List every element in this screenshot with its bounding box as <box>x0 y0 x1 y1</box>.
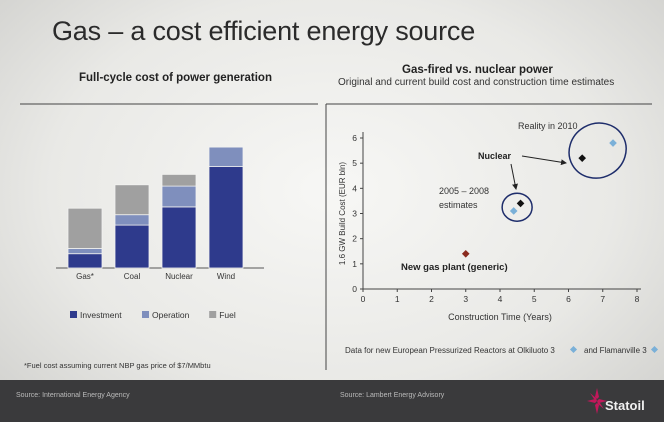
x-axis-label: Construction Time (Years) <box>448 312 552 322</box>
nuclear-arrow-estimates <box>510 163 518 190</box>
x-tick-label: 1 <box>395 294 400 304</box>
nuclear-arrow-reality <box>521 155 567 166</box>
right-source: Source: Lambert Energy Advisory <box>340 392 445 399</box>
scatter-chart: 0 1 2 3 4 5 6 7 8 0 1 2 3 4 5 6 Construction Time (Years… <box>325 103 652 370</box>
logo-text: Statoil <box>605 398 645 413</box>
left-source: Source: International Energy Agency <box>16 392 130 399</box>
right-chart-title: Gas-fired vs. nuclear power <box>402 64 553 76</box>
bar-fuel-0 <box>67 207 103 249</box>
estimates-circle <box>501 192 533 222</box>
statoil-star-icon <box>587 388 607 414</box>
x-tick-label: 2 <box>429 294 434 304</box>
y-tick-label: 2 <box>352 234 357 244</box>
right-chart-subtitle: Original and current build cost and cons… <box>338 77 615 88</box>
right-footnote: Data for new European Pressurized Reacto… <box>345 346 555 355</box>
x-tick-label: 5 <box>532 294 537 304</box>
bar-chart: Gas* Coal Nuclear Wind Investment Operation F… <box>20 103 318 320</box>
x-tick-label: 7 <box>600 294 605 304</box>
x-tick-label: 0 <box>361 294 366 304</box>
legend-swatch-investment <box>70 311 77 318</box>
point-olkiluoto-1 <box>609 139 617 147</box>
legend-swatch-operation <box>142 311 149 318</box>
annotation-estimates: estimates <box>439 200 478 210</box>
left-footnote: *Fuel cost assuming current NBP gas pric… <box>24 361 211 370</box>
legend-label-operation: Operation <box>152 310 190 320</box>
y-tick-label: 3 <box>352 209 357 219</box>
annotation-estimates-years: 2005 – 2008 <box>439 186 489 196</box>
slide-title: Gas – a cost efficient energy source <box>52 16 476 46</box>
x-tick-label: 8 <box>635 294 640 304</box>
y-axis-label: 1.6 GW Build Cost (EUR bln) <box>338 162 347 265</box>
legend-swatch-fuel <box>209 311 217 318</box>
x-tick-label: 3 <box>463 294 468 304</box>
annotation-nuclear: Nuclear <box>478 151 512 161</box>
left-chart-title: Full-cycle cost of power generation <box>79 72 272 84</box>
point-flamanville-1 <box>578 154 587 162</box>
point-flamanville-0 <box>516 199 525 208</box>
annotation-new-gas: New gas plant (generic) <box>401 262 508 273</box>
y-tick-label: 5 <box>352 158 357 168</box>
reality-circle <box>568 122 627 179</box>
y-tick-label: 6 <box>352 133 357 143</box>
x-tick-label: 4 <box>498 294 503 304</box>
annotation-reality: Reality in 2010 <box>518 121 578 131</box>
right-footnote-2: and Flamanville 3 <box>584 346 647 355</box>
x-tick-label: 6 <box>566 294 571 304</box>
bar-category-label: Nuclear <box>165 272 193 281</box>
bar-operation-3 <box>208 146 244 168</box>
legend-label-fuel: Fuel <box>219 310 236 320</box>
y-tick-label: 1 <box>352 259 357 269</box>
y-tick-label: 4 <box>352 183 357 193</box>
bar-fuel-1 <box>114 184 150 216</box>
bar-category-label: Gas* <box>76 272 94 281</box>
point-new-0 <box>461 249 470 258</box>
y-tick-label: 0 <box>352 284 357 294</box>
bar-category-label: Wind <box>217 272 235 281</box>
footer-bar <box>0 380 664 422</box>
bar-investment-2 <box>161 206 197 269</box>
point-olkiluoto-0 <box>509 207 518 215</box>
bar-category-label: Coal <box>124 272 141 281</box>
bar-fuel-2 <box>161 173 197 187</box>
legend-label-investment: Investment <box>80 310 122 320</box>
